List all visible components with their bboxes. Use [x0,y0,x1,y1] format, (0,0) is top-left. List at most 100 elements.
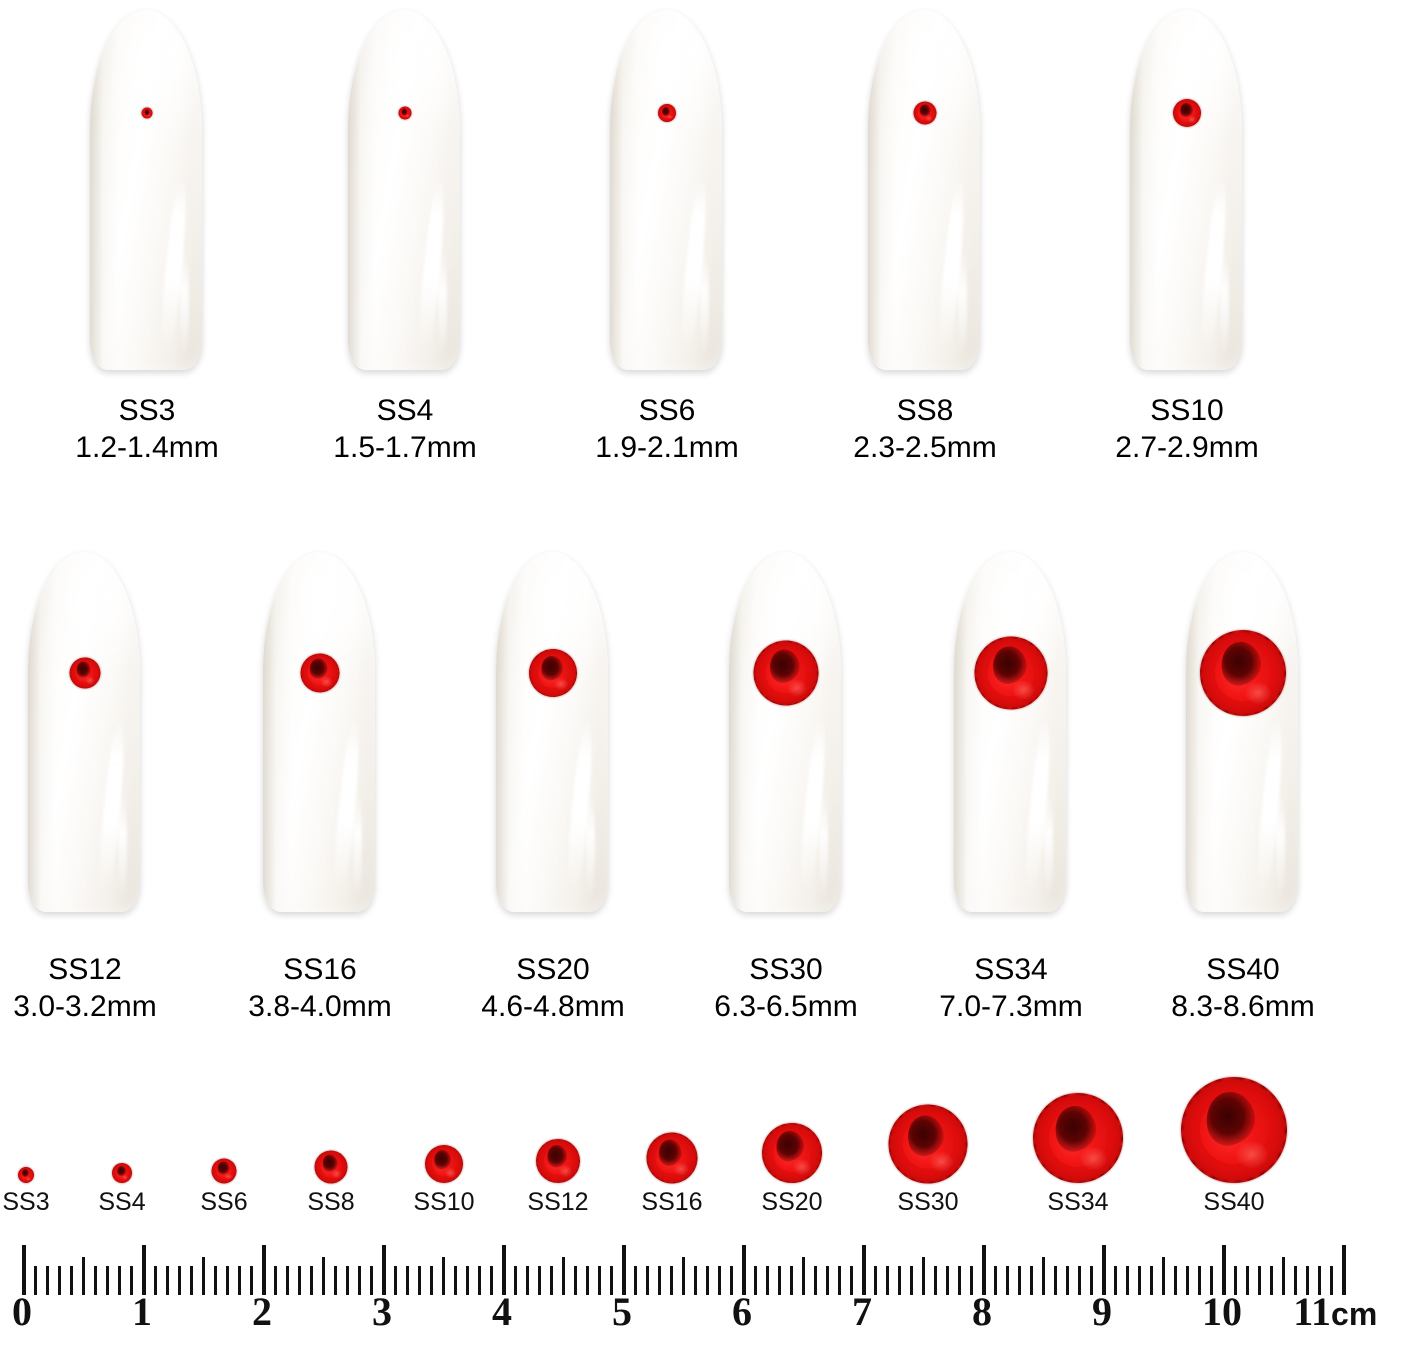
ruler-tick-mm [310,1266,313,1295]
ruler-tick-mm [526,1266,529,1295]
ruler-tick-mm [838,1266,841,1295]
ruler-number-value: 3 [372,1289,392,1334]
gem-body [888,1104,968,1183]
rhinestone-ss12 [69,657,101,689]
rhinestone-ss8 [913,101,937,125]
gem-body [529,649,577,697]
gem-body [1173,99,1201,127]
nail-swatch-ss20[interactable] [496,552,608,912]
ruler-number-value: 0 [12,1289,32,1334]
ruler-tick-mm [766,1266,769,1295]
ruler-tick-mm [934,1266,937,1295]
size-millimeters: 3.8-4.0mm [248,989,392,1023]
ruler-tick-half [442,1257,445,1295]
nail-swatch-ss3[interactable] [90,10,202,370]
ruler-tick-half [682,1257,685,1295]
ruler-tick-mm [670,1266,673,1295]
ruler-tick-mm [358,1266,361,1295]
nail-size-label-ss4: SS4 1.5-1.7mm [333,393,476,466]
artificial-nail-tip [729,552,841,912]
ruler-tick-cm [982,1245,986,1295]
nail-swatch-ss30[interactable] [729,552,841,912]
gem-body [1033,1093,1123,1183]
nail-swatch-ss6[interactable] [610,10,722,370]
gem-glint [85,676,95,685]
ruler-number-8: 8 [972,1288,992,1335]
size-code: SS10 [1150,394,1224,427]
nail-swatch-ss16[interactable] [263,552,375,912]
nail-top-sheen [292,559,346,668]
ruler-tick-mm [394,1266,397,1295]
ruler-tick-mm [274,1266,277,1295]
ruler-tick-mm [1234,1266,1237,1295]
ruler-tick-mm [238,1266,241,1295]
ruler-number-10: 10 [1202,1288,1242,1335]
ruler-number-value: 10 [1202,1289,1242,1334]
size-millimeters: 1.9-2.1mm [595,430,739,464]
ruler-tick-mm [1174,1266,1177,1295]
nail-gloss-streak-secondary [1275,789,1285,898]
ruler-tick-mm [1030,1266,1033,1295]
ruler-tick-mm [694,1266,697,1295]
ruler-tick-mm [1246,1266,1249,1295]
rhinestone-ss4 [398,106,412,120]
strip-rhinestone-ss10 [425,1145,463,1183]
rhinestone-ss16 [300,653,340,693]
cm-ruler: 0 1 2 3 4 5 6 7 8 9 10 11cm [0,1245,1416,1355]
ruler-tick-mm [1018,1266,1021,1295]
ruler-tick-half [202,1257,205,1295]
strip-rhinestone-ss30 [888,1104,968,1183]
ruler-number-2: 2 [252,1288,272,1335]
gem-glint [925,115,933,122]
ruler-tick-cm [22,1245,26,1295]
ruler-number-11: 11cm [1293,1288,1377,1335]
nail-swatch-ss12[interactable] [28,552,140,912]
nail-swatch-ss8[interactable] [868,10,980,370]
ruler-tick-mm [214,1266,217,1295]
strip-rhinestone-ss12 [536,1139,580,1183]
nail-gloss-streak-secondary [699,247,709,356]
ruler-tick-mm [250,1266,253,1295]
strip-rhinestone-ss20 [762,1123,822,1183]
ruler-tick-mm [1318,1266,1321,1295]
nail-gloss-streak-secondary [1219,247,1229,356]
strip-size-label-ss12: SS12 [527,1188,589,1216]
nail-swatch-ss10[interactable] [1130,10,1242,370]
ruler-tick-mm [370,1266,373,1295]
gem-body [658,104,676,122]
strip-size-label-ss40: SS40 [1203,1188,1265,1216]
ruler-tick-cm [1342,1245,1346,1295]
nail-top-sheen [119,17,173,126]
artificial-nail-tip [1130,10,1242,370]
size-millimeters: 6.3-6.5mm [714,989,858,1023]
ruler-tick-mm [406,1266,409,1295]
ruler-tick-cm [1102,1245,1106,1295]
ruler-tick-mm [1294,1266,1297,1295]
gem-glint [405,114,410,118]
gem-body [211,1158,237,1183]
nail-swatch-ss34[interactable] [954,552,1066,912]
ruler-tick-mm [586,1266,589,1295]
ruler-number-6: 6 [732,1288,752,1335]
nail-swatch-ss40[interactable] [1186,552,1298,912]
nail-gloss-streak-secondary [585,789,595,898]
ruler-number-0: 0 [12,1288,32,1335]
ruler-tick-mm [466,1266,469,1295]
nail-swatch-ss4[interactable] [348,10,460,370]
ruler-tick-mm [1186,1266,1189,1295]
ruler-tick-cm [622,1245,626,1295]
ruler-tick-mm [418,1266,421,1295]
nail-size-label-ss10: SS10 2.7-2.9mm [1115,393,1258,466]
ruler-number-9: 9 [1092,1288,1112,1335]
strip-rhinestone-ss8 [314,1150,348,1183]
ruler-tick-mm [970,1266,973,1295]
nail-gloss-streak-secondary [957,247,967,356]
rhinestone-ss6 [658,104,676,122]
ruler-tick-mm [850,1266,853,1295]
ruler-tick-mm [778,1266,781,1295]
ruler-tick-mm [130,1266,133,1295]
ruler-tick-mm [1150,1266,1153,1295]
gem-body [141,107,153,119]
nail-size-label-ss3: SS3 1.2-1.4mm [75,393,218,466]
strip-rhinestone-ss4 [112,1163,132,1183]
